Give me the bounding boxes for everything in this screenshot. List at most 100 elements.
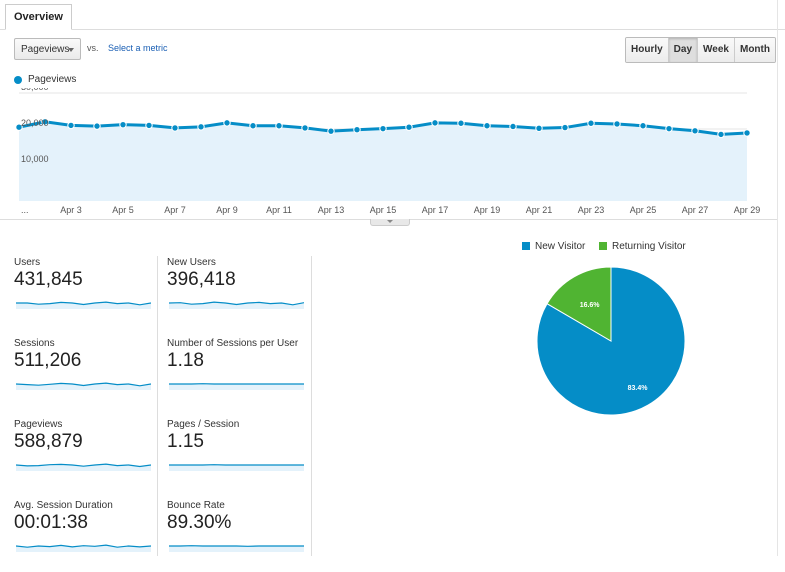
resize-handle[interactable]	[370, 219, 410, 226]
metric-label: Bounce Rate	[167, 500, 225, 511]
line-legend-label: Pageviews	[28, 74, 76, 85]
data-point	[666, 125, 672, 131]
metric-value: 89.30%	[167, 512, 231, 534]
chevron-down-icon	[68, 48, 74, 52]
data-point	[692, 128, 698, 134]
x-tick-label: Apr 25	[630, 205, 657, 215]
data-point	[536, 125, 542, 131]
pie-legend-returning[interactable]: Returning Visitor	[599, 241, 686, 252]
data-point	[328, 128, 334, 134]
tab-bar: Overview	[0, 0, 785, 30]
metric-label: Pages / Session	[167, 419, 239, 430]
sparkline	[169, 455, 304, 471]
tab-overview[interactable]: Overview	[5, 4, 72, 30]
y-tick-label: 10,000	[21, 154, 49, 164]
data-point	[484, 123, 490, 129]
area-fill	[19, 122, 747, 201]
x-tick-label: Apr 5	[112, 205, 134, 215]
metric-label: Pageviews	[14, 419, 62, 430]
sparkline	[16, 536, 151, 552]
metric-value: 00:01:38	[14, 512, 88, 534]
month-button[interactable]: Month	[734, 38, 775, 62]
sparkline	[169, 293, 304, 309]
data-point	[718, 131, 724, 137]
data-point	[68, 122, 74, 128]
data-point	[640, 123, 646, 129]
data-point	[458, 120, 464, 126]
vs-label: vs.	[87, 43, 99, 53]
sparkline	[16, 374, 151, 390]
pie-slice-label: 16.6%	[580, 302, 601, 309]
metric-value: 588,879	[14, 431, 83, 453]
y-tick-label: 20,000	[21, 118, 49, 128]
metric-label: Sessions	[14, 338, 55, 349]
tile-column-divider	[311, 256, 312, 556]
x-tick-label: ...	[21, 205, 29, 215]
data-point	[302, 125, 308, 131]
granularity-buttons: Hourly Day Week Month	[625, 37, 776, 63]
sparkline-area	[169, 465, 304, 471]
select-metric-link[interactable]: Select a metric	[108, 43, 168, 53]
x-tick-label: Apr 7	[164, 205, 186, 215]
data-point	[380, 125, 386, 131]
sparkline	[16, 455, 151, 471]
day-button[interactable]: Day	[668, 38, 697, 62]
metric-value: 511,206	[14, 350, 81, 372]
pie-legend-returning-label: Returning Visitor	[612, 241, 686, 252]
data-point	[562, 124, 568, 130]
data-point	[354, 127, 360, 133]
new-visitor-swatch-icon	[522, 242, 530, 250]
metric-label: New Users	[167, 257, 216, 268]
x-tick-label: Apr 3	[60, 205, 82, 215]
x-tick-label: Apr 17	[422, 205, 449, 215]
metric-label: Users	[14, 257, 40, 268]
visitor-pie-chart[interactable]: 83.4%16.6%	[536, 266, 686, 416]
pie-legend-new[interactable]: New Visitor	[522, 241, 585, 252]
data-point	[744, 130, 750, 136]
metric-dropdown[interactable]: Pageviews	[14, 38, 81, 60]
metric-value: 1.15	[167, 431, 204, 453]
data-point	[224, 120, 230, 126]
sparkline-area	[169, 384, 304, 390]
data-point	[588, 120, 594, 126]
sparkline-line	[169, 546, 304, 547]
data-point	[510, 123, 516, 129]
x-tick-label: Apr 27	[682, 205, 709, 215]
panel-divider	[777, 0, 778, 556]
legend-dot-icon	[14, 76, 22, 84]
tile-column-divider	[157, 256, 158, 556]
data-point	[146, 122, 152, 128]
x-tick-label: Apr 11	[266, 205, 292, 215]
week-button[interactable]: Week	[697, 38, 734, 62]
metric-value: 396,418	[167, 269, 236, 291]
metric-label: Number of Sessions per User	[167, 338, 298, 349]
x-tick-label: Apr 29	[734, 205, 761, 215]
data-point	[432, 120, 438, 126]
metric-value: 431,845	[14, 269, 83, 291]
data-point	[172, 125, 178, 131]
x-tick-label: Apr 19	[474, 205, 501, 215]
x-tick-label: Apr 15	[370, 205, 397, 215]
metric-value: 1.18	[167, 350, 204, 372]
data-point	[94, 123, 100, 129]
data-point	[406, 124, 412, 130]
sparkline-area	[169, 546, 304, 552]
data-point	[250, 123, 256, 129]
metric-label: Avg. Session Duration	[14, 500, 113, 511]
hourly-button[interactable]: Hourly	[626, 38, 668, 62]
caret-down-icon	[387, 220, 393, 223]
data-point	[120, 121, 126, 127]
data-point	[198, 124, 204, 130]
sparkline	[16, 293, 151, 309]
returning-visitor-swatch-icon	[599, 242, 607, 250]
x-tick-label: Apr 23	[578, 205, 605, 215]
